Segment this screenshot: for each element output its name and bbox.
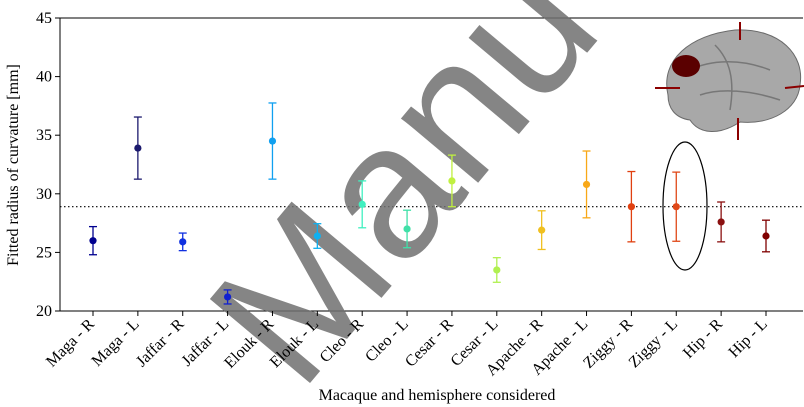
error-point (178, 232, 187, 252)
y-tick-label: 30 (36, 186, 52, 203)
error-point (717, 201, 726, 243)
error-point (762, 219, 770, 253)
y-tick-label: 45 (36, 10, 52, 27)
point (538, 226, 546, 234)
error-point (582, 150, 591, 219)
point (134, 144, 142, 152)
point (672, 203, 680, 211)
error-point (223, 289, 232, 305)
x-tick-label: Hip - L (725, 316, 770, 361)
error-point (537, 210, 546, 251)
y-tick-label: 25 (36, 244, 52, 261)
x-tick-label: Jaffar - R (133, 316, 188, 371)
error-point (133, 116, 142, 180)
point (403, 225, 411, 233)
point (268, 137, 277, 145)
point (582, 180, 591, 189)
error-point (672, 171, 681, 242)
x-tick-label: Hip - R (680, 316, 726, 362)
highlight-ellipse (662, 141, 708, 271)
point (627, 203, 636, 211)
x-tick-label: Maga - L (89, 316, 143, 370)
x-tick-label: Ziggy - R (580, 316, 636, 372)
error-point (358, 180, 367, 229)
error-point (313, 223, 322, 249)
error-point (89, 225, 97, 256)
x-tick-label: Ziggy - L (626, 316, 681, 371)
point (717, 218, 725, 226)
point (762, 232, 770, 240)
error-point (492, 257, 501, 283)
x-axis-label: Macaque and hemisphere considered (319, 387, 556, 404)
error-point (447, 154, 456, 208)
point (448, 177, 456, 185)
point (313, 232, 321, 240)
error-point (403, 209, 412, 249)
point (224, 293, 232, 301)
y-axis-label: Fitted radius of curvature [mm] (5, 64, 22, 266)
y-tick-label: 20 (36, 303, 52, 320)
point (493, 266, 501, 274)
y-tick-label: 40 (36, 69, 52, 86)
y-tick-label: 35 (36, 127, 52, 144)
brain-illustration (655, 22, 804, 140)
error-point (627, 170, 636, 243)
point (179, 238, 187, 246)
point (358, 200, 366, 208)
x-tick-label: Maga - R (43, 316, 98, 371)
point (89, 237, 97, 245)
error-point (268, 102, 277, 180)
